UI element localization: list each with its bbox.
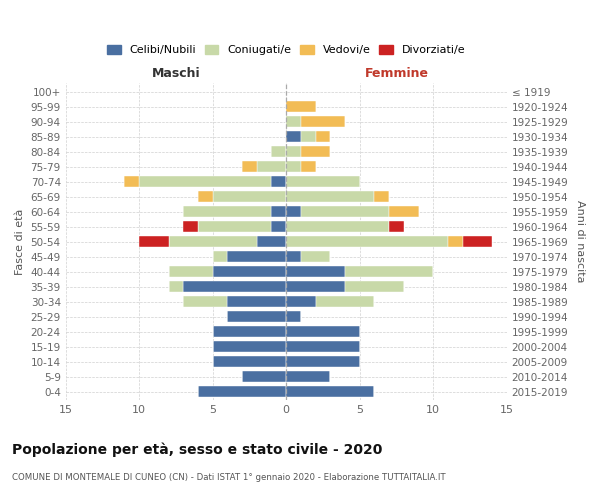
Bar [227,296,286,307]
Bar [139,236,169,247]
Bar [286,252,301,262]
Bar [169,236,257,247]
Bar [212,266,286,277]
Bar [286,356,360,368]
Bar [169,266,212,277]
Bar [286,131,301,142]
Bar [301,252,331,262]
Bar [286,312,301,322]
Bar [183,296,227,307]
Y-axis label: Anni di nascita: Anni di nascita [575,200,585,283]
Bar [242,162,257,172]
Bar [286,282,345,292]
Bar [212,342,286,352]
Bar [286,386,374,398]
Bar [316,131,331,142]
Text: Femmine: Femmine [364,67,428,80]
Bar [139,176,271,187]
Bar [301,131,316,142]
Bar [301,162,316,172]
Text: Maschi: Maschi [152,67,200,80]
Bar [389,222,404,232]
Bar [286,326,360,337]
Bar [271,206,286,217]
Bar [169,282,183,292]
Bar [286,296,316,307]
Bar [198,222,271,232]
Bar [345,266,433,277]
Bar [301,146,331,157]
Text: Popolazione per età, sesso e stato civile - 2020: Popolazione per età, sesso e stato civil… [12,442,382,457]
Bar [286,162,301,172]
Bar [212,252,227,262]
Bar [286,206,301,217]
Bar [286,101,316,112]
Bar [271,146,286,157]
Bar [227,312,286,322]
Bar [198,386,286,398]
Bar [286,192,374,202]
Bar [301,116,345,127]
Bar [124,176,139,187]
Bar [301,206,389,217]
Bar [212,326,286,337]
Bar [286,342,360,352]
Bar [271,176,286,187]
Bar [198,192,212,202]
Bar [448,236,463,247]
Bar [463,236,492,247]
Bar [212,356,286,368]
Bar [374,192,389,202]
Bar [286,146,301,157]
Bar [316,296,374,307]
Bar [286,116,301,127]
Bar [286,236,448,247]
Legend: Celibi/Nubili, Coniugati/e, Vedovi/e, Divorziati/e: Celibi/Nubili, Coniugati/e, Vedovi/e, Di… [107,44,465,55]
Bar [257,162,286,172]
Bar [286,176,360,187]
Bar [183,282,286,292]
Bar [286,372,331,382]
Bar [212,192,286,202]
Text: COMUNE DI MONTEMALE DI CUNEO (CN) - Dati ISTAT 1° gennaio 2020 - Elaborazione TU: COMUNE DI MONTEMALE DI CUNEO (CN) - Dati… [12,472,446,482]
Bar [389,206,419,217]
Bar [257,236,286,247]
Bar [271,222,286,232]
Bar [286,222,389,232]
Bar [242,372,286,382]
Bar [183,206,271,217]
Y-axis label: Fasce di età: Fasce di età [15,208,25,275]
Bar [227,252,286,262]
Bar [286,266,345,277]
Bar [345,282,404,292]
Bar [183,222,198,232]
